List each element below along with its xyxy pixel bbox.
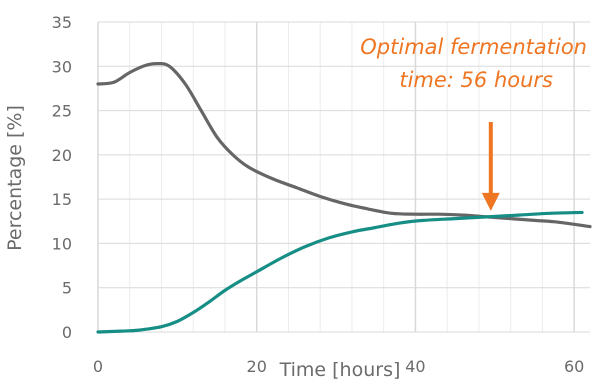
annotation-arrow-head <box>481 192 500 211</box>
plot-background <box>98 22 590 332</box>
y-tick-label: 30 <box>52 57 72 76</box>
annotation-line-2: time: 56 hours <box>399 68 553 92</box>
minor-grid <box>129 22 543 332</box>
plot-area <box>97 21 590 333</box>
y-tick-label: 35 <box>52 13 72 32</box>
x-tick-label: 60 <box>564 357 584 376</box>
y-tick-label: 0 <box>62 323 72 342</box>
x-axis-ticks: 0 20 40 60 <box>93 357 584 376</box>
x-tick-label: 40 <box>405 357 425 376</box>
y-axis-label: Percentage [%] <box>4 105 26 251</box>
x-axis-label: Time [hours] <box>279 359 401 381</box>
annotation-line-1: Optimal fermentation <box>360 35 587 59</box>
y-tick-label: 20 <box>52 146 72 165</box>
y-tick-label: 15 <box>52 190 72 209</box>
series-layer <box>96 62 592 334</box>
y-tick-label: 5 <box>62 279 72 298</box>
series-line-2 <box>96 210 584 334</box>
y-tick-label: 10 <box>52 234 72 253</box>
x-tick-label: 0 <box>93 357 103 376</box>
y-axis-ticks: 0 5 10 15 20 25 30 35 <box>52 13 72 342</box>
y-tick-label: 25 <box>52 102 72 121</box>
annotation: Optimal fermentation time: 56 hours <box>360 35 587 211</box>
x-tick-label: 20 <box>247 357 267 376</box>
major-grid <box>97 21 590 333</box>
